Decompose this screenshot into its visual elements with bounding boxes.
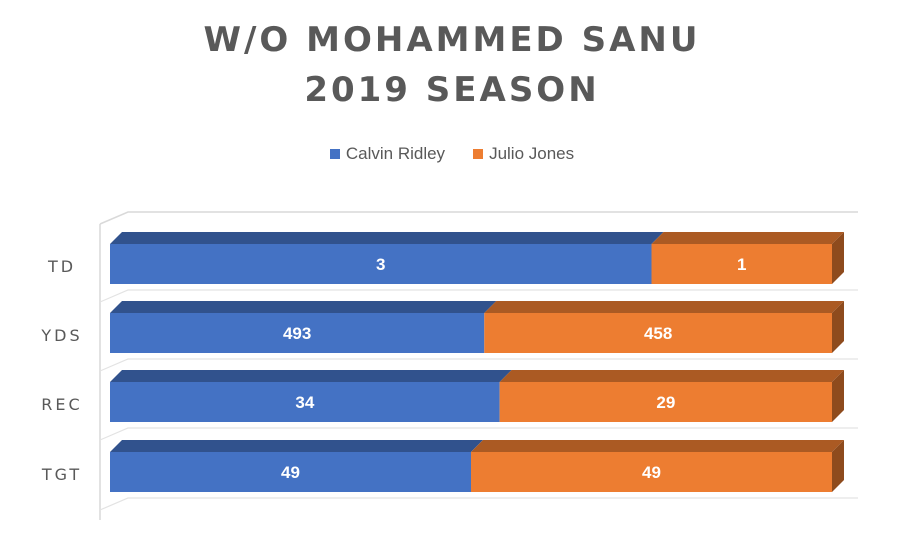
data-label-td-julio-jones: 1: [737, 255, 746, 274]
legend-item-julio-jones[interactable]: Julio Jones: [473, 144, 574, 164]
bar-top-tgt-calvin-ridley: [110, 440, 483, 452]
category-label-yds: YDS: [40, 326, 82, 345]
bar-rec-calvin-ridley: [110, 382, 500, 422]
bar-rec-julio-jones: [499, 382, 832, 422]
data-label-tgt-julio-jones: 49: [642, 463, 661, 482]
bar-td-julio-jones: [651, 244, 832, 284]
bar-td-calvin-ridley: [110, 244, 652, 284]
bar-tgt-calvin-ridley: [110, 452, 471, 492]
row-separator: [99, 289, 858, 303]
legend-label-calvin-ridley: Calvin Ridley: [345, 144, 446, 163]
bar-top-yds-calvin-ridley: [110, 301, 497, 313]
back-wall-top-edge: [99, 211, 858, 225]
legend-label-julio-jones: Julio Jones: [489, 144, 575, 163]
bar-top-yds-julio-jones: [484, 301, 844, 313]
bar-top-td-julio-jones: [651, 232, 844, 244]
bar-yds-calvin-ridley: [110, 313, 485, 353]
bar-side-yds-julio-jones: [832, 301, 844, 353]
category-label-tgt: TGT: [41, 465, 82, 484]
chart-title-line-2: 2019 SEASON: [304, 70, 600, 110]
row-separator: [99, 427, 858, 441]
bar-tgt-julio-jones: [471, 452, 832, 492]
bar-yds-julio-jones: [484, 313, 832, 353]
data-label-rec-julio-jones: 29: [656, 393, 675, 412]
category-label-rec: REC: [41, 395, 82, 414]
data-label-rec-calvin-ridley: 34: [295, 393, 314, 412]
row-separator: [99, 358, 858, 372]
data-label-tgt-calvin-ridley: 49: [281, 463, 300, 482]
chart-title-line-1: W/O MOHAMMED SANU: [203, 20, 701, 60]
bar-side-rec-julio-jones: [832, 370, 844, 422]
data-label-td-calvin-ridley: 3: [376, 255, 385, 274]
bar-top-td-calvin-ridley: [110, 232, 664, 244]
legend-item-calvin-ridley[interactable]: Calvin Ridley: [329, 144, 446, 164]
bar-top-rec-calvin-ridley: [110, 370, 512, 382]
legend-swatch-calvin-ridley: [329, 149, 340, 159]
bar-top-tgt-julio-jones: [471, 440, 844, 452]
bar-side-tgt-julio-jones: [832, 440, 844, 492]
category-label-td: TD: [47, 257, 76, 276]
bar-top-rec-julio-jones: [499, 370, 844, 382]
data-label-yds-calvin-ridley: 493: [283, 324, 311, 343]
legend: Calvin Ridley Julio Jones: [0, 144, 904, 164]
row-separator: [99, 497, 858, 511]
legend-swatch-julio-jones: [473, 149, 484, 159]
bar-side-td-julio-jones: [832, 232, 844, 284]
data-label-yds-julio-jones: 458: [644, 324, 672, 343]
